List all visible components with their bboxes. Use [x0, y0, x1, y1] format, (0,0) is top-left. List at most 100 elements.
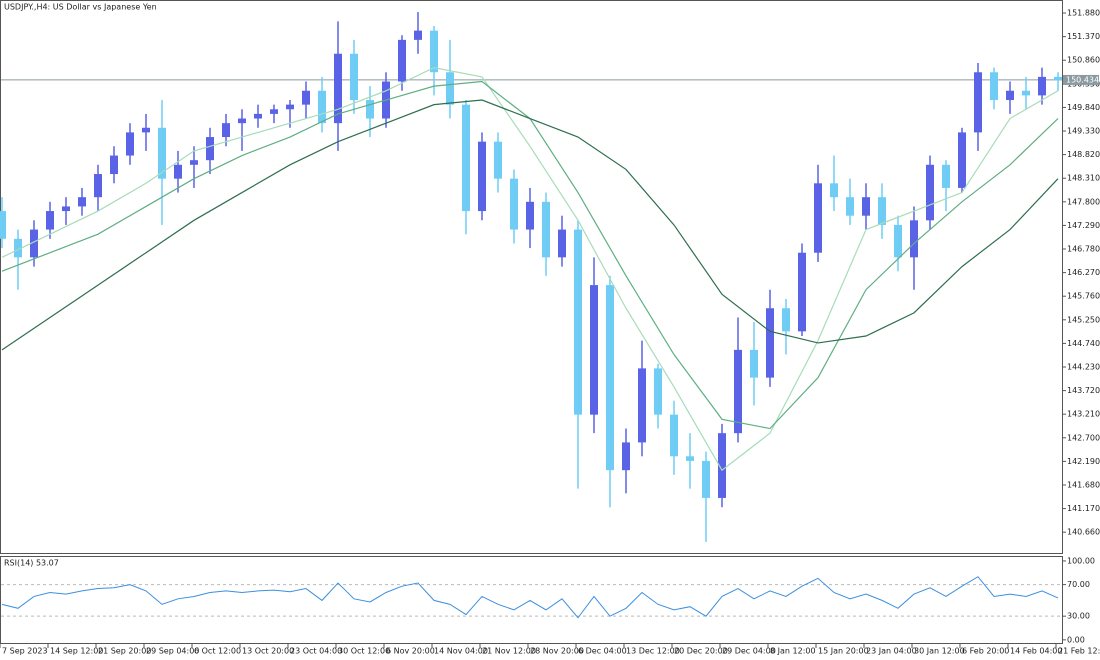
candle-body — [638, 368, 646, 443]
candle-body — [302, 90, 310, 105]
candle-body — [910, 220, 918, 258]
candle-body — [110, 155, 118, 175]
x-tick-label: 13 Oct 20:00 — [242, 647, 294, 656]
candle-body — [702, 460, 710, 498]
candle-body — [334, 53, 342, 124]
x-tick-label: 21 Sep 20:00 — [98, 647, 151, 656]
x-tick-label: 13 Dec 12:00 — [626, 647, 680, 656]
y-tick-label: 148.820 — [1067, 150, 1100, 159]
candle-body — [990, 72, 998, 101]
y-tick-label: 145.250 — [1067, 315, 1100, 324]
candle-body — [126, 132, 134, 156]
x-tick-label: 29 Dec 04:00 — [722, 647, 776, 656]
x-tick-label: 21 Feb 12:00 — [1058, 647, 1100, 656]
candle-body — [718, 433, 726, 498]
current-price-label: 150.434 — [1066, 75, 1099, 84]
candle-body — [558, 229, 566, 258]
candle-body — [30, 229, 38, 258]
candle-body — [750, 349, 758, 378]
y-tick-label: 151.370 — [1067, 32, 1100, 41]
x-tick-label: 21 Nov 12:00 — [482, 647, 536, 656]
y-tick-label: 144.230 — [1067, 362, 1100, 371]
x-tick-label: 14 Nov 04:00 — [434, 647, 488, 656]
x-tick-label: 6 Feb 20:00 — [962, 647, 1009, 656]
y-tick-label: 141.680 — [1067, 480, 1100, 489]
y-tick-label: 141.170 — [1067, 504, 1100, 513]
x-tick-label: 7 Sep 2023 — [2, 647, 48, 656]
y-tick-label: 149.840 — [1067, 103, 1100, 112]
candle-body — [206, 137, 214, 161]
main-panel — [0, 0, 1063, 554]
moving-average — [1, 99, 1059, 351]
candle-body — [830, 183, 838, 198]
candle-body — [190, 160, 198, 165]
candle-body — [766, 308, 774, 378]
candle-body — [686, 456, 694, 461]
x-tick-label: 28 Nov 20:00 — [530, 647, 584, 656]
candle-body — [926, 164, 934, 221]
moving-average — [1, 67, 1059, 472]
candle-body — [798, 252, 806, 332]
y-tick-label: 150.860 — [1067, 56, 1100, 65]
y-tick-label: 148.310 — [1067, 174, 1100, 183]
candle-body — [814, 183, 822, 253]
candle-body — [510, 178, 518, 230]
x-tick-label: 6 Nov 20:00 — [386, 647, 435, 656]
candle-body — [942, 164, 950, 188]
y-tick-label: 142.190 — [1067, 457, 1100, 466]
rsi-line — [1, 576, 1059, 619]
candle-body — [494, 141, 502, 179]
candle-body — [142, 127, 150, 133]
x-tick-label: 20 Dec 20:00 — [674, 647, 728, 656]
candle-body — [14, 238, 22, 258]
y-tick-label: 140.660 — [1067, 528, 1100, 537]
candle-body — [286, 104, 294, 110]
x-tick-label: 14 Sep 12:00 — [50, 647, 103, 656]
y-tick-label: 142.700 — [1067, 433, 1100, 442]
candle-body — [1022, 90, 1030, 96]
x-tick-label: 29 Sep 04:00 — [146, 647, 199, 656]
candle-body — [654, 368, 662, 415]
rsi-label: RSI(14) 53.07 — [4, 559, 59, 568]
candle-body — [846, 197, 854, 216]
candle-body — [398, 39, 406, 82]
candle-body — [878, 197, 886, 225]
x-tick-label: 6 Oct 12:00 — [194, 647, 241, 656]
x-tick-label: 8 Jan 12:00 — [770, 647, 816, 656]
candle-body — [62, 206, 70, 212]
candle-body — [158, 127, 166, 179]
candle-body — [894, 224, 902, 258]
chart-title: USDJPY.,H4: US Dollar vs Japanese Yen — [4, 3, 157, 12]
candle-body — [974, 72, 982, 133]
candle-body — [270, 109, 278, 114]
candle-body — [574, 229, 582, 415]
y-tick-label: 146.270 — [1067, 268, 1100, 277]
candle-body — [670, 414, 678, 457]
candle-body — [862, 197, 870, 216]
candle-body — [462, 104, 470, 212]
x-tick-label: 23 Oct 04:00 — [290, 647, 342, 656]
candle-body — [1054, 76, 1062, 81]
x-tick-label: 6 Dec 04:00 — [578, 647, 627, 656]
y-tick-label: 146.780 — [1067, 245, 1100, 254]
rsi-tick-label: 0.00 — [1067, 635, 1085, 644]
candle-body — [318, 90, 326, 124]
rsi-tick-label: 70.00 — [1067, 580, 1090, 589]
candle-body — [254, 113, 262, 119]
rsi-tick-label: 100.00 — [1067, 556, 1095, 565]
candle-body — [174, 164, 182, 179]
candle-body — [238, 118, 246, 124]
y-tick-label: 147.800 — [1067, 197, 1100, 206]
y-tick-label: 145.760 — [1067, 292, 1100, 301]
x-tick-label: 15 Jan 20:00 — [818, 647, 869, 656]
current-price-box — [1063, 74, 1099, 85]
candle-body — [734, 349, 742, 434]
candle-body — [958, 132, 966, 188]
rsi-tick-label: 30.00 — [1067, 612, 1090, 621]
candle-body — [222, 123, 230, 138]
candle-body — [1006, 90, 1014, 101]
rsi-panel — [0, 556, 1063, 644]
candle-body — [350, 53, 358, 101]
candle-body — [526, 201, 534, 230]
